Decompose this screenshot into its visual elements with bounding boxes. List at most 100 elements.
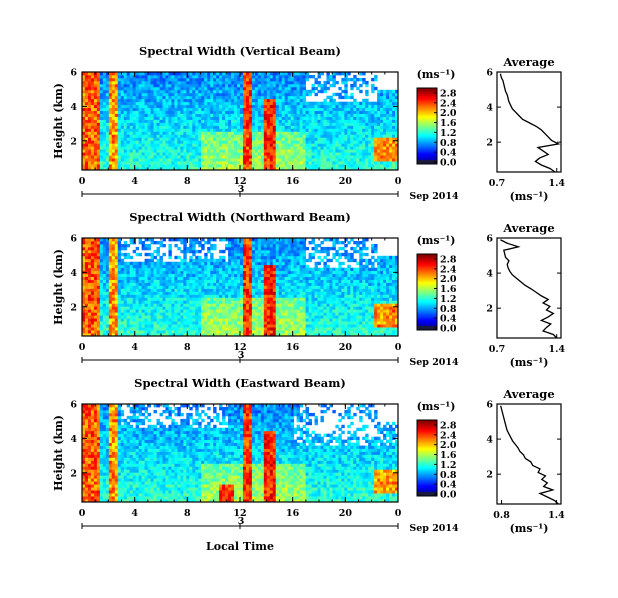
heatmap-cell [257,134,262,138]
heatmap-cell [275,83,280,88]
heatmap-cell [329,74,333,79]
heatmap-cell [323,149,327,153]
heatmap-cell [374,158,378,162]
heatmap-cell [111,72,116,76]
heatmap-cell [219,104,223,109]
heatmap-cell [117,300,122,304]
heatmap-cell [150,288,154,292]
heatmap-cell [201,279,205,283]
heatmap-cell [192,270,196,275]
heatmap-cell [87,113,92,117]
heatmap-cell [189,155,193,159]
heatmap-cell [183,294,187,298]
heatmap-cell [299,98,303,103]
heatmap-cell [156,152,160,156]
heatmap-cell [287,152,292,156]
heatmap-cell [287,80,292,85]
heatmap-cell [219,330,223,334]
heatmap-cell [186,276,190,280]
heatmap-cell [389,155,393,159]
heatmap-cell [216,297,220,301]
heatmap-cell [82,95,86,100]
heatmap-cell [153,327,157,331]
heatmap-cell [84,282,89,286]
heatmap-cell [257,122,262,126]
heatmap-cell [341,101,345,106]
heatmap-cell [213,164,217,168]
heatmap-cell [362,110,366,114]
heatmap-cell [120,297,125,301]
heatmap-cell [296,116,301,120]
heatmap-cell [183,131,187,135]
heatmap-cell [129,146,134,150]
heatmap-cell [171,110,175,114]
heatmap-cell [171,294,175,298]
heatmap-cell [114,309,119,313]
heatmap-cell [111,297,116,301]
heatmap-cell [281,140,286,144]
heatmap-cell [171,312,175,316]
heatmap-cell [204,110,208,114]
heatmap-cell [162,155,166,159]
heatmap-cell [120,267,125,272]
heatmap-cell [147,98,151,103]
heatmap-cell [344,110,348,114]
heatmap-cell [132,324,137,328]
heatmap-cell [204,128,208,132]
heatmap-cell [102,333,107,337]
heatmap-cell [275,80,280,85]
heatmap-cell [135,119,140,123]
heatmap-cell [210,279,214,283]
heatmap-cell [302,89,306,94]
heatmap-cell [260,89,265,94]
heatmap-cell [93,113,98,117]
heatmap-cell [105,246,110,251]
heatmap-cell [204,288,208,292]
heatmap-cell [254,137,259,141]
heatmap-cell [126,255,131,260]
heatmap-cell [189,98,193,103]
heatmap-cell [90,276,95,280]
heatmap-cell [263,125,268,129]
heatmap-cell [216,276,220,280]
heatmap-cell [275,86,280,91]
heatmap-cell [114,152,119,156]
heatmap-cell [242,80,247,85]
heatmap-cell [159,327,163,331]
heatmap-cell [168,140,172,144]
heatmap-cell [198,122,202,126]
heatmap-cell [213,261,217,266]
heatmap-cell [195,125,199,129]
heatmap-cell [228,297,232,301]
heatmap-cell [82,327,86,331]
heatmap-cell [222,155,226,159]
heatmap-cell [308,164,312,168]
heatmap-cell [210,122,214,126]
heatmap-cell [245,107,250,112]
heatmap-cell [257,164,262,168]
heatmap-cell [180,113,184,117]
heatmap-cell [332,155,336,159]
heatmap-cell [302,158,306,162]
heatmap-cell [237,89,241,94]
heatmap-cell [87,86,92,91]
heatmap-cell [213,246,217,251]
heatmap-cell [153,128,157,132]
heatmap-cell [186,297,190,301]
heatmap-cell [174,122,178,126]
heatmap-cell [162,333,166,337]
heatmap-cell [93,276,98,280]
heatmap-cell [302,161,306,165]
heatmap-cell [82,261,86,266]
heatmap-cell [186,107,190,112]
heatmap-cell [392,116,396,120]
heatmap-cell [150,113,154,117]
heatmap-cell [251,89,256,94]
heatmap-cell [120,252,125,257]
heatmap-cell [156,104,160,109]
heatmap-cell [138,167,143,171]
heatmap-cell [96,327,101,331]
heatmap-cell [108,104,113,109]
heatmap-cell [195,240,199,245]
heatmap-cell [135,303,140,307]
